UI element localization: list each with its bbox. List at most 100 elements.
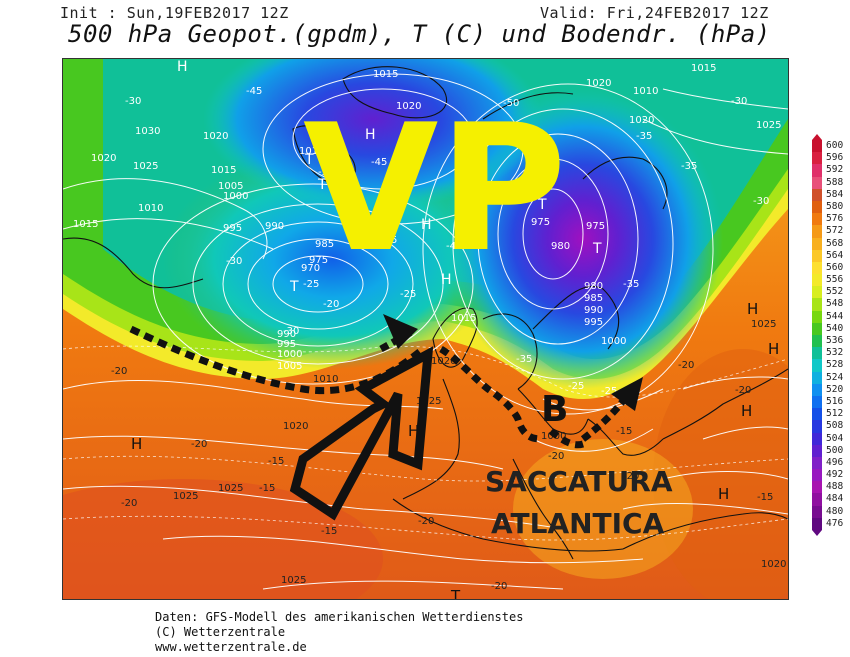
legend-row: 488 [812,481,850,494]
legend-swatch [812,225,822,238]
legend-row: 524 [812,371,850,384]
low-center: T [317,177,327,193]
low-center: T [537,197,547,213]
svg-text:1000: 1000 [601,336,626,347]
orange-central [513,439,693,579]
svg-text:-25: -25 [568,381,584,392]
high-center: H [747,300,758,318]
orange-east [653,349,788,599]
svg-text:1010: 1010 [138,203,163,214]
legend-label: 492 [826,469,844,481]
svg-text:1025: 1025 [416,396,441,407]
svg-text:1020: 1020 [396,101,421,112]
svg-text:-35: -35 [681,161,697,172]
legend-label: 556 [826,274,844,286]
legend-swatch [812,261,822,275]
legend-row: 576 [812,213,850,226]
svg-text:-30: -30 [283,326,299,337]
svg-text:-20: -20 [418,516,434,527]
svg-text:1025: 1025 [751,319,776,330]
svg-text:1015: 1015 [451,313,476,324]
legend-label: 512 [826,408,844,420]
legend-swatch [812,274,822,287]
legend-label: 540 [826,322,844,334]
legend-label: 476 [826,517,844,529]
svg-text:-20: -20 [111,366,127,377]
svg-text:1030: 1030 [135,126,160,137]
legend-label: 520 [826,383,844,395]
legend-swatch [812,371,822,384]
legend-label: 516 [826,395,844,407]
svg-text:975: 975 [531,217,550,228]
footer-credits: Daten: GFS-Modell des amerikanischen Wet… [155,610,523,655]
legend-label: 504 [826,432,844,444]
svg-text:-30: -30 [731,96,747,107]
legend-row: 592 [812,164,850,177]
svg-text:-50: -50 [503,98,519,109]
svg-text:1020: 1020 [761,559,786,570]
svg-text:-15: -15 [268,456,284,467]
legend-swatch [812,347,822,360]
legend-label: 496 [826,456,844,468]
legend-row: 496 [812,456,850,470]
low-center: T [289,279,299,295]
legend-row: 508 [812,420,850,433]
svg-text:-45: -45 [371,157,387,168]
svg-text:-40: -40 [446,241,462,252]
legend-row: 548 [812,298,850,311]
init-time: Init : Sun,19FEB2017 12Z [60,4,289,22]
svg-text:1000: 1000 [277,349,302,360]
legend-swatch [812,432,822,445]
svg-text:1025: 1025 [218,483,243,494]
legend-row: 552 [812,286,850,299]
svg-text:1020: 1020 [91,153,116,164]
svg-text:1020: 1020 [431,356,456,367]
legend-swatch [812,481,822,494]
legend-row: 572 [812,225,850,238]
legend-swatch [812,140,822,153]
legend-row: 584 [812,188,850,201]
saccatura-line1: SACCATURA [485,465,673,498]
svg-text:-15: -15 [757,492,773,503]
footer-copyright: (C) Wetterzentrale [155,625,286,639]
legend-row: 568 [812,237,850,250]
high-center: H [441,272,452,288]
legend-label: 600 [826,140,844,151]
svg-text:975: 975 [586,221,605,232]
legend-swatch [812,420,822,433]
svg-text:-25: -25 [601,386,617,397]
legend-swatch [812,200,822,214]
svg-text:-20: -20 [548,451,564,462]
svg-text:-35: -35 [318,167,334,178]
high-center: H [365,127,376,143]
svg-text:-30: -30 [125,96,141,107]
svg-text:-35: -35 [516,354,532,365]
legend-swatch [812,493,822,506]
legend-label: 596 [826,152,844,164]
svg-text:980: 980 [551,241,570,252]
svg-text:1010: 1010 [633,86,658,97]
legend-label: 536 [826,335,844,346]
annotation-overlay: VP B SACCATURA ATLANTICA [129,88,673,540]
legend-swatch [812,359,822,372]
svg-text:-25: -25 [303,279,319,290]
svg-text:985: 985 [315,239,334,250]
weather-map: H H H H T T T T T H H H H H H T 1015 102… [62,58,789,600]
legend-row: 544 [812,310,850,323]
low-center: T [304,152,314,168]
legend-swatch [812,408,822,421]
legend-row: 512 [812,408,850,421]
svg-text:1005: 1005 [218,181,243,192]
svg-text:-15: -15 [259,483,275,494]
high-center: H [741,402,752,420]
legend-label: 564 [826,249,844,261]
saccatura-line2: ATLANTICA [491,507,665,540]
legend-label: 528 [826,359,844,371]
svg-text:-20: -20 [623,471,639,482]
high-center: H [768,340,779,358]
svg-text:995: 995 [223,223,242,234]
svg-text:1025: 1025 [756,120,781,131]
legend-label: 508 [826,420,844,432]
legend-swatch [812,444,822,457]
svg-text:-20: -20 [735,385,751,396]
